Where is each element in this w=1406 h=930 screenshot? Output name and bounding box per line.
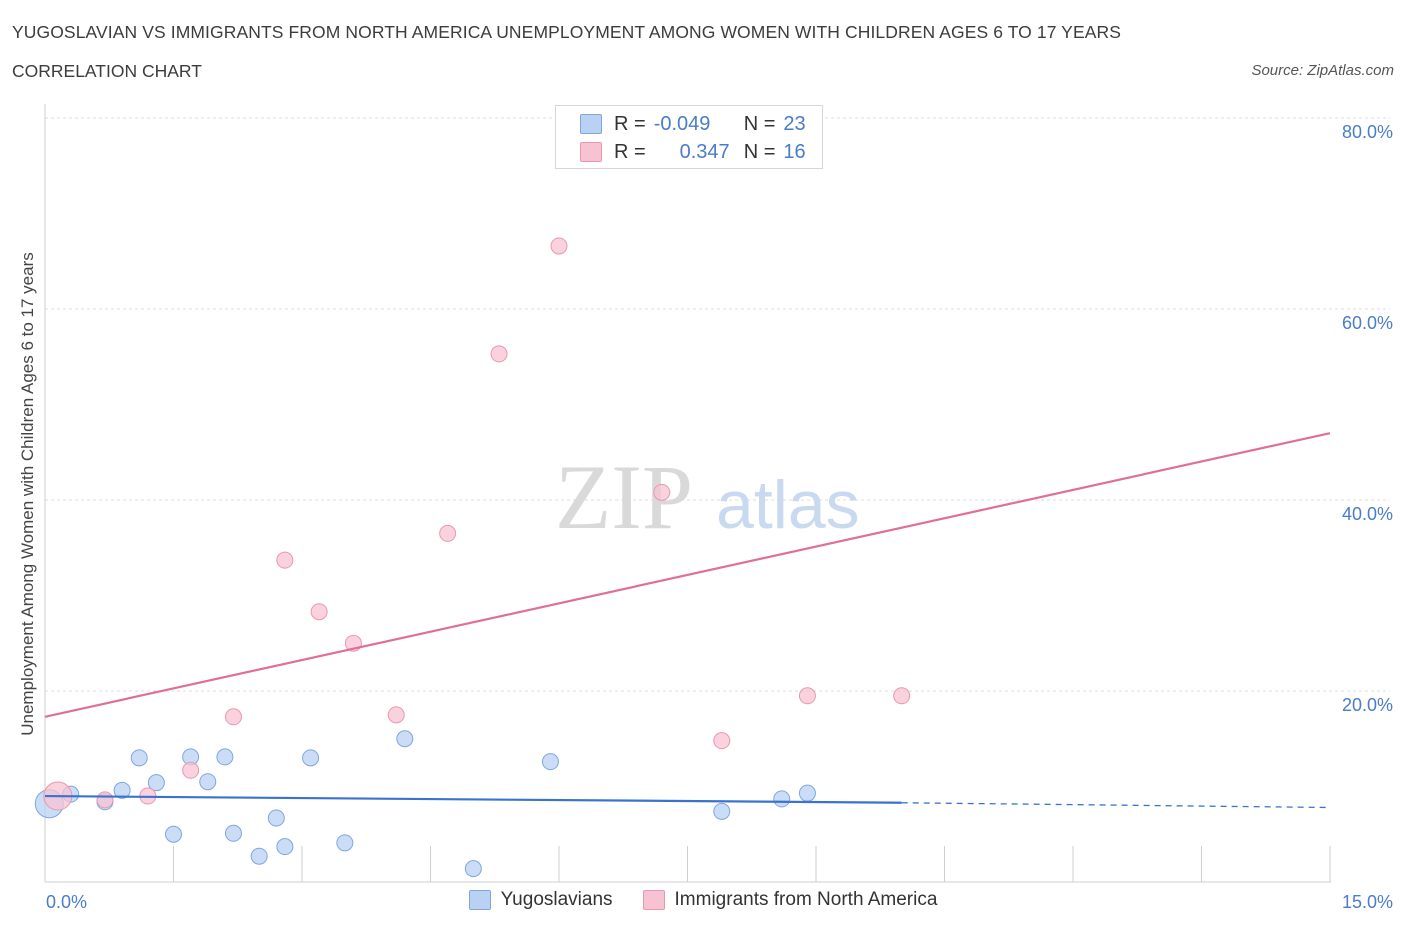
data-point-yugoslavians bbox=[130, 749, 148, 767]
watermark-atlas: atlas bbox=[716, 467, 860, 543]
n-value: 16 bbox=[783, 140, 806, 163]
series-immigrants bbox=[43, 237, 911, 811]
data-point-immigrants bbox=[439, 524, 457, 542]
data-point-yugoslavians bbox=[147, 774, 165, 792]
data-point-yugoslavians bbox=[773, 790, 791, 808]
y-tick-label: 80.0% bbox=[1342, 122, 1393, 142]
data-point-immigrants bbox=[387, 706, 405, 724]
data-point-yugoslavians bbox=[396, 730, 414, 748]
series-legend: Yugoslavians Immigrants from North Ameri… bbox=[0, 889, 1406, 911]
r-label: R = bbox=[614, 112, 646, 135]
n-label: N = bbox=[743, 112, 776, 135]
data-point-yugoslavians bbox=[165, 825, 182, 843]
y-tick-label: 60.0% bbox=[1342, 313, 1393, 333]
stats-legend: R = -0.049 N = 23 R = 0.347 N = 16 bbox=[555, 105, 823, 169]
data-point-yugoslavians bbox=[113, 781, 131, 799]
data-point-yugoslavians bbox=[541, 753, 559, 771]
watermark-zip: ZIP bbox=[555, 446, 693, 548]
pink-swatch-icon bbox=[580, 142, 602, 162]
legend-item-yugoslavians: Yugoslavians bbox=[468, 889, 613, 911]
data-point-immigrants bbox=[310, 603, 328, 621]
legend-item-immigrants: Immigrants from North America bbox=[642, 889, 938, 911]
stats-legend-row-immigrants: R = 0.347 N = 16 bbox=[580, 140, 806, 164]
data-point-immigrants bbox=[653, 483, 671, 501]
source-credit: Source: ZipAtlas.com bbox=[1251, 62, 1394, 79]
y-axis-label: Unemployment Among Women with Children A… bbox=[18, 252, 37, 736]
data-point-immigrants bbox=[713, 732, 731, 750]
n-label: N = bbox=[743, 140, 776, 163]
data-point-immigrants bbox=[798, 687, 816, 705]
y-axis-tick-labels: 20.0% 40.0% 60.0% 80.0% bbox=[1342, 122, 1393, 715]
blue-swatch-icon bbox=[468, 890, 491, 910]
y-tick-label: 40.0% bbox=[1342, 504, 1393, 524]
x-axis-max-label: 15.0% bbox=[1341, 892, 1393, 912]
chart-subtitle: CORRELATION CHART bbox=[12, 61, 202, 81]
stats-legend-row-yugoslavians: R = -0.049 N = 23 bbox=[580, 112, 806, 136]
chart-title: YUGOSLAVIAN VS IMMIGRANTS FROM NORTH AME… bbox=[12, 22, 1121, 42]
n-value: 23 bbox=[783, 112, 806, 135]
data-point-immigrants bbox=[550, 237, 568, 255]
x-axis-min-label: 0.0% bbox=[46, 892, 88, 912]
data-point-immigrants bbox=[224, 708, 242, 726]
y-tick-label: 20.0% bbox=[1342, 695, 1393, 715]
data-point-yugoslavians bbox=[336, 834, 354, 852]
data-point-immigrants bbox=[490, 345, 508, 363]
data-point-yugoslavians bbox=[250, 847, 268, 865]
data-point-yugoslavians bbox=[713, 802, 731, 820]
legend-label: Immigrants from North America bbox=[674, 889, 938, 910]
data-point-yugoslavians bbox=[267, 809, 285, 827]
data-point-immigrants bbox=[893, 687, 911, 705]
trend-line-extension-yugoslavians bbox=[901, 802, 1331, 809]
r-value: 0.347 bbox=[679, 140, 730, 163]
data-point-immigrants bbox=[182, 761, 200, 779]
pink-swatch-icon bbox=[642, 890, 665, 910]
x-axis-ticks bbox=[44, 846, 1331, 882]
blue-swatch-icon bbox=[580, 114, 602, 134]
trend-line-yugoslavians bbox=[44, 794, 902, 804]
r-label: R = bbox=[614, 140, 646, 163]
data-point-immigrants bbox=[276, 551, 294, 569]
data-point-yugoslavians bbox=[798, 784, 816, 802]
data-point-yugoslavians bbox=[276, 838, 294, 856]
grid-lines bbox=[45, 117, 1390, 692]
data-point-yugoslavians bbox=[216, 748, 234, 766]
series-yugoslavians bbox=[34, 730, 816, 878]
r-value: -0.049 bbox=[653, 112, 711, 135]
data-point-yugoslavians bbox=[464, 860, 482, 878]
data-point-yugoslavians bbox=[224, 824, 242, 842]
trend-line-immigrants bbox=[44, 432, 1331, 718]
data-point-yugoslavians bbox=[199, 773, 217, 791]
legend-label: Yugoslavians bbox=[500, 889, 613, 910]
data-point-yugoslavians bbox=[302, 749, 320, 767]
data-point-immigrants bbox=[96, 791, 114, 809]
